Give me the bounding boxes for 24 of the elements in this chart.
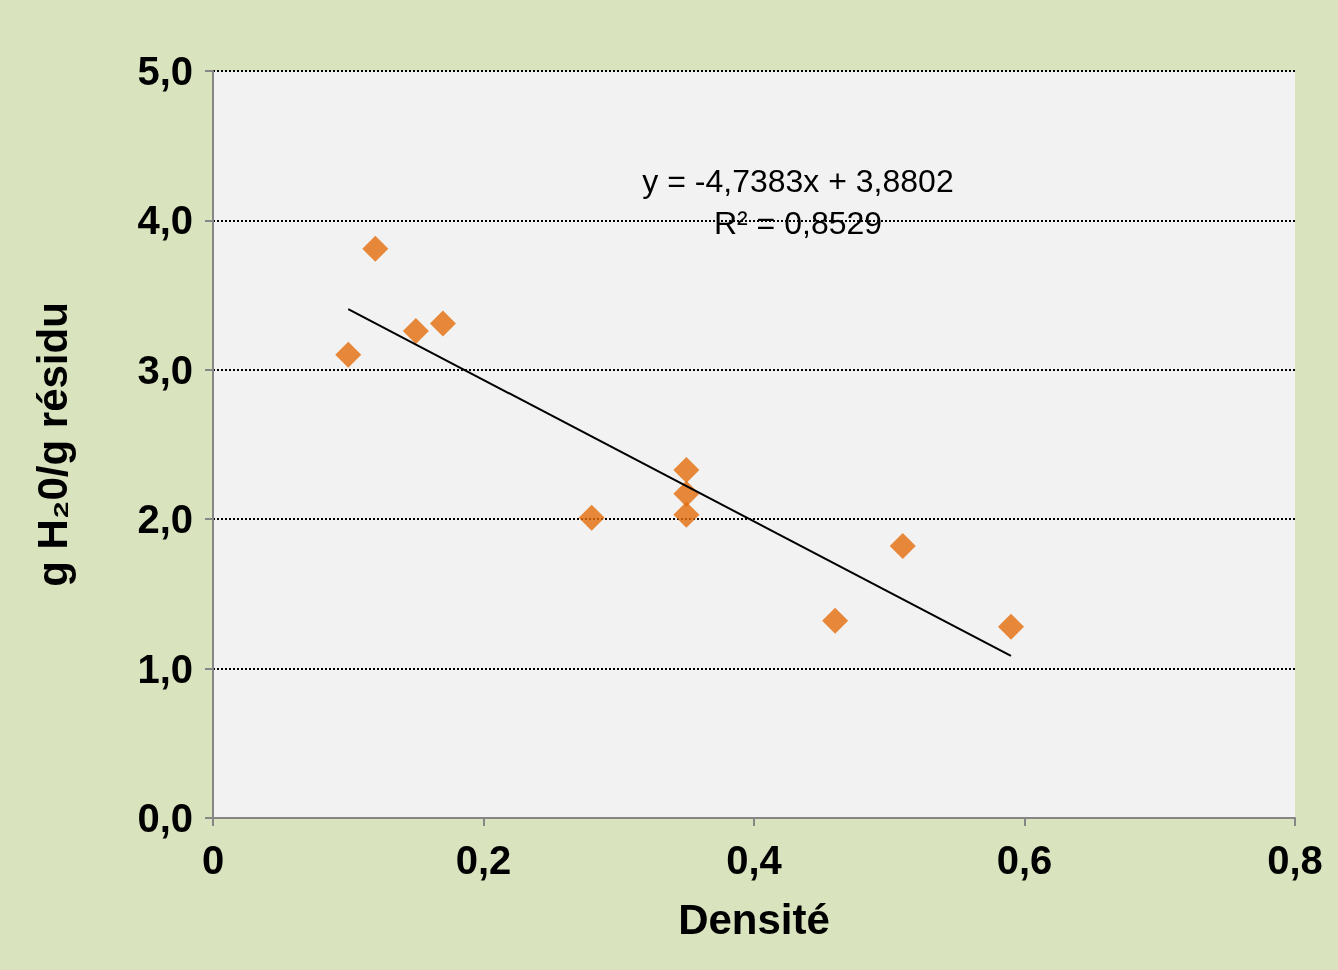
y-tick-label: 4,0 [137,198,193,243]
point [673,501,700,528]
point [997,613,1024,640]
x-tick-label: 0,6 [996,838,1053,882]
x-axis-title: Densité [678,895,830,943]
x-tick-label: 0,2 [455,838,512,882]
point [822,607,849,634]
y-tick-label: 2,0 [137,497,193,542]
annotation: y = -4,7383x + 3,8802 [642,163,954,199]
point [402,317,429,344]
y-tick-label: 1,0 [137,646,193,691]
point [673,456,700,483]
y-tick-label: 3,0 [137,347,193,392]
point [335,341,362,368]
point [578,504,605,531]
y-tick-label: 0,0 [137,796,193,840]
x-tick-label: 0,8 [1267,838,1323,882]
point [429,310,456,337]
point [889,533,916,560]
y-axis-title: g H₂0/g résidu [28,302,76,587]
x-tick-label: 0 [201,838,225,882]
x-tick-label: 0,4 [726,838,783,882]
point [362,235,389,262]
y-tick-label: 5,0 [137,49,193,93]
